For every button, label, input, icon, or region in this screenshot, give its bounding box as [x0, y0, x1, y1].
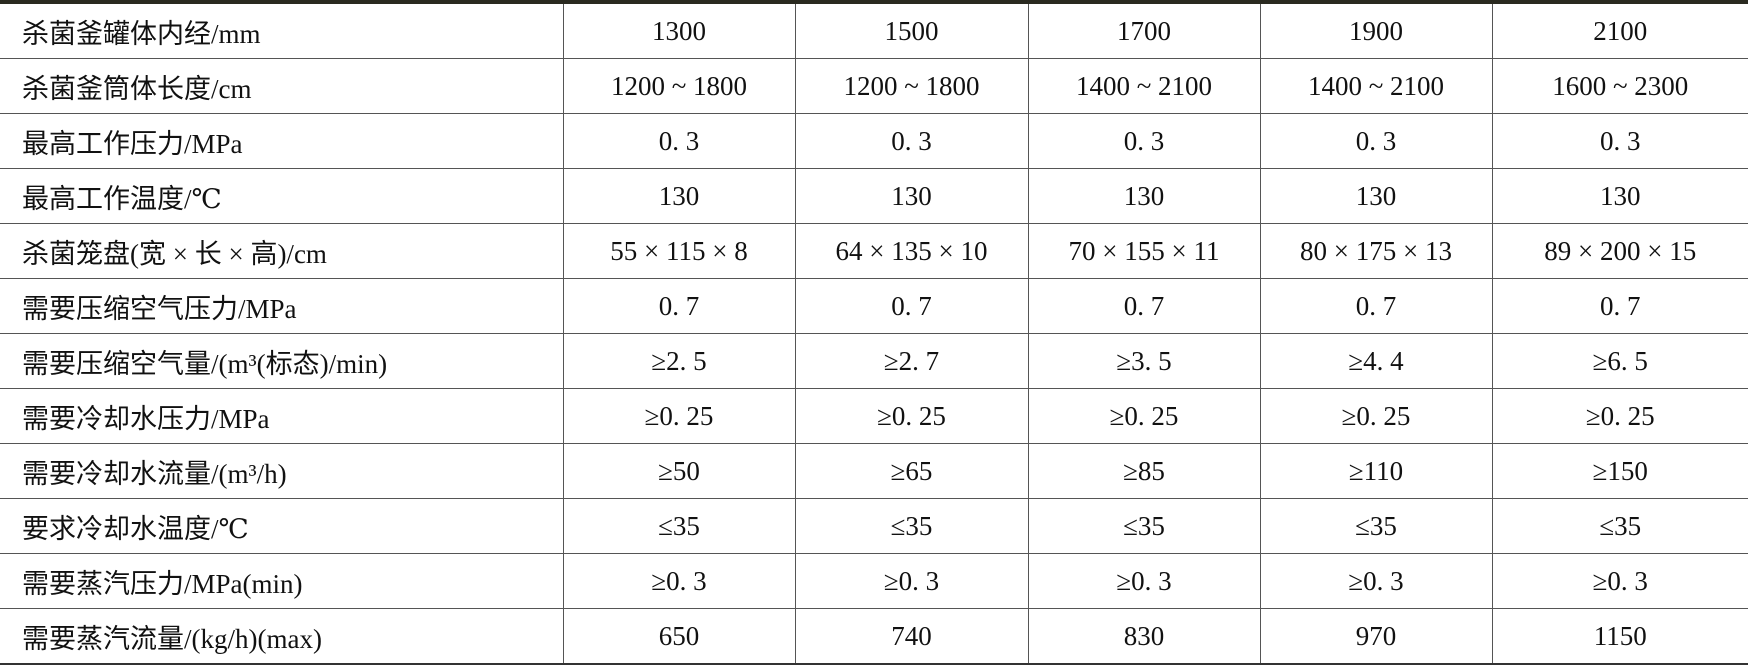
row-label: 需要压缩空气压力/MPa [0, 278, 564, 334]
cell-value: 1200 ~ 1800 [562, 58, 796, 114]
table-row: 杀菌笼盘(宽 × 长 × 高)/cm 55 × 115 × 8 64 × 135 ×… [0, 223, 1748, 279]
cell-value: ≥0. 3 [1027, 553, 1261, 609]
table-row: 需要压缩空气压力/MPa 0. 7 0. 7 0. 7 0. 7 0. 7 [0, 278, 1748, 334]
cell-value: 0. 7 [1491, 278, 1748, 334]
cell-value: ≤35 [1259, 498, 1493, 554]
table-row: 需要冷却水压力/MPa ≥0. 25 ≥0. 25 ≥0. 25 ≥0. 25 ≥0. 2… [0, 388, 1748, 444]
cell-value: 0. 3 [1259, 113, 1493, 169]
cell-value: ≥85 [1027, 443, 1261, 499]
cell-value: ≥0. 3 [1491, 553, 1748, 609]
cell-value: ≥3. 5 [1027, 333, 1261, 389]
cell-value: 0. 3 [1027, 113, 1261, 169]
cell-value: 130 [562, 168, 796, 224]
row-label: 杀菌釜罐体内经/mm [0, 1, 564, 59]
table-row: 需要压缩空气量/(m³(标态)/min) ≥2. 5 ≥2. 7 ≥3. 5 ≥4. 4… [0, 333, 1748, 389]
cell-value: 55 × 115 × 8 [562, 223, 796, 279]
row-label: 需要蒸汽流量/(kg/h)(max) [0, 608, 564, 665]
table-row: 最高工作压力/MPa 0. 3 0. 3 0. 3 0. 3 0. 3 [0, 113, 1748, 169]
cell-value: 0. 7 [562, 278, 796, 334]
table-row: 杀菌釜筒体长度/cm 1200 ~ 1800 1200 ~ 1800 1400 ~ 2… [0, 58, 1748, 114]
cell-value: ≥0. 25 [1259, 388, 1493, 444]
cell-value: 130 [1491, 168, 1748, 224]
cell-value: ≤35 [562, 498, 796, 554]
cell-value: 130 [794, 168, 1029, 224]
cell-value: 1500 [794, 1, 1029, 59]
cell-value: 1300 [562, 1, 796, 59]
table-row: 需要蒸汽压力/MPa(min) ≥0. 3 ≥0. 3 ≥0. 3 ≥0. 3 ≥0. 3 [0, 553, 1748, 609]
row-label: 需要蒸汽压力/MPa(min) [0, 553, 564, 609]
cell-value: ≥6. 5 [1491, 333, 1748, 389]
cell-value: ≥0. 25 [794, 388, 1029, 444]
table-row: 需要蒸汽流量/(kg/h)(max) 650 740 830 970 1150 [0, 608, 1748, 665]
cell-value: ≥0. 3 [794, 553, 1029, 609]
row-label: 杀菌笼盘(宽 × 长 × 高)/cm [0, 223, 564, 279]
cell-value: 1900 [1259, 1, 1493, 59]
cell-value: 1700 [1027, 1, 1261, 59]
cell-value: ≥0. 25 [562, 388, 796, 444]
cell-value: 89 × 200 × 15 [1491, 223, 1748, 279]
cell-value: 70 × 155 × 11 [1027, 223, 1261, 279]
cell-value: 64 × 135 × 10 [794, 223, 1029, 279]
cell-value: ≥110 [1259, 443, 1493, 499]
row-label: 最高工作压力/MPa [0, 113, 564, 169]
cell-value: ≥0. 25 [1027, 388, 1261, 444]
cell-value: ≥4. 4 [1259, 333, 1493, 389]
cell-value: 0. 7 [794, 278, 1029, 334]
cell-value: 830 [1027, 608, 1261, 665]
row-label: 要求冷却水温度/℃ [0, 498, 564, 554]
cell-value: 970 [1259, 608, 1493, 665]
row-label: 杀菌釜筒体长度/cm [0, 58, 564, 114]
cell-value: ≥2. 7 [794, 333, 1029, 389]
cell-value: 650 [562, 608, 796, 665]
row-label: 需要压缩空气量/(m³(标态)/min) [0, 333, 564, 389]
cell-value: ≤35 [1491, 498, 1748, 554]
cell-value: 0. 3 [1491, 113, 1748, 169]
row-label: 需要冷却水压力/MPa [0, 388, 564, 444]
cell-value: ≥150 [1491, 443, 1748, 499]
cell-value: ≥0. 25 [1491, 388, 1748, 444]
table-row: 最高工作温度/℃ 130 130 130 130 130 [0, 168, 1748, 224]
cell-value: 130 [1259, 168, 1493, 224]
cell-value: 0. 7 [1027, 278, 1261, 334]
row-label: 需要冷却水流量/(m³/h) [0, 443, 564, 499]
cell-value: 1400 ~ 2100 [1259, 58, 1493, 114]
cell-value: ≥0. 3 [1259, 553, 1493, 609]
cell-value: 740 [794, 608, 1029, 665]
cell-value: 130 [1027, 168, 1261, 224]
cell-value: 1150 [1491, 608, 1748, 665]
cell-value: ≤35 [1027, 498, 1261, 554]
cell-value: ≥0. 3 [562, 553, 796, 609]
cell-value: ≥2. 5 [562, 333, 796, 389]
table-row: 要求冷却水温度/℃ ≤35 ≤35 ≤35 ≤35 ≤35 [0, 498, 1748, 554]
cell-value: 0. 7 [1259, 278, 1493, 334]
cell-value: 1600 ~ 2300 [1491, 58, 1748, 114]
cell-value: ≥50 [562, 443, 796, 499]
cell-value: 80 × 175 × 13 [1259, 223, 1493, 279]
table-row: 需要冷却水流量/(m³/h) ≥50 ≥65 ≥85 ≥110 ≥150 [0, 443, 1748, 499]
cell-value: ≤35 [794, 498, 1029, 554]
cell-value: 2100 [1491, 1, 1748, 59]
cell-value: 0. 3 [562, 113, 796, 169]
table-row: 杀菌釜罐体内经/mm 1300 1500 1700 1900 2100 [0, 1, 1748, 59]
row-label: 最高工作温度/℃ [0, 168, 564, 224]
cell-value: 0. 3 [794, 113, 1029, 169]
cell-value: 1400 ~ 2100 [1027, 58, 1261, 114]
cell-value: ≥65 [794, 443, 1029, 499]
cell-value: 1200 ~ 1800 [794, 58, 1029, 114]
